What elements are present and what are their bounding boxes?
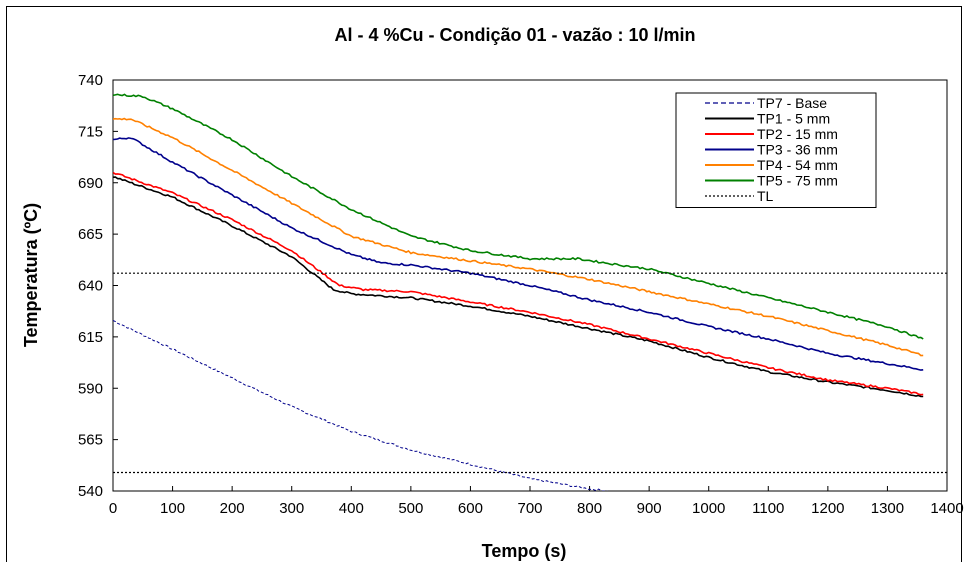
series-layer: [113, 93, 947, 491]
series-line-tp1-5-mm: [113, 176, 924, 398]
y-tick-label: 640: [78, 278, 103, 295]
x-tick-label: 400: [339, 500, 364, 517]
x-tick-label: 0: [109, 500, 117, 517]
series-line-tp5-75-mm: [113, 93, 924, 340]
series-line-tp4-54-mm: [113, 117, 924, 357]
y-tick-label: 615: [78, 329, 103, 346]
x-tick-label: 1200: [811, 500, 844, 517]
chart-frame: [6, 6, 962, 562]
y-axis-title: Temperatura (ºC): [21, 203, 41, 347]
x-tick-label: 200: [220, 500, 245, 517]
x-tick-label: 800: [577, 500, 602, 517]
legend-label: TP7 - Base: [757, 95, 827, 111]
x-tick-label: 700: [517, 500, 542, 517]
legend-label: TP1 - 5 mm: [757, 111, 830, 127]
x-tick-label: 900: [637, 500, 662, 517]
y-tick-label: 540: [78, 483, 103, 500]
series-line-tp3-36-mm: [113, 137, 924, 371]
x-tick-label: 600: [458, 500, 483, 517]
x-tick-label: 1100: [752, 500, 784, 517]
y-tick-label: 565: [78, 432, 103, 449]
y-tick-label: 665: [78, 226, 103, 243]
x-tick-label: 1000: [692, 500, 725, 517]
series-line-tp2-15-mm: [113, 171, 924, 396]
y-tick-label: 690: [78, 175, 103, 192]
x-tick-label: 100: [160, 500, 185, 517]
x-axis-title: Tempo (s): [482, 541, 567, 561]
x-tick-label: 1400: [930, 500, 963, 517]
legend-label: TP5 - 75 mm: [757, 173, 838, 189]
x-tick-label: 500: [398, 500, 423, 517]
y-tick-label: 715: [78, 123, 103, 140]
legend-label: TP4 - 54 mm: [757, 157, 838, 173]
x-tick-label: 1300: [871, 500, 904, 517]
legend-label: TP2 - 15 mm: [757, 126, 838, 142]
y-tick-label: 590: [78, 380, 103, 397]
x-tick-label: 300: [279, 500, 304, 517]
series-line-tp7-base: [113, 320, 608, 491]
legend-label: TP3 - 36 mm: [757, 142, 838, 158]
chart-title: Al - 4 %Cu - Condição 01 - vazão : 10 l/…: [334, 25, 695, 45]
legend-label: TL: [757, 188, 774, 204]
axis-ticks: 0 100 200 300 400 500 600 700 800 900 1000 1100 1200…: [78, 72, 964, 517]
y-tick-label: 740: [78, 72, 103, 89]
